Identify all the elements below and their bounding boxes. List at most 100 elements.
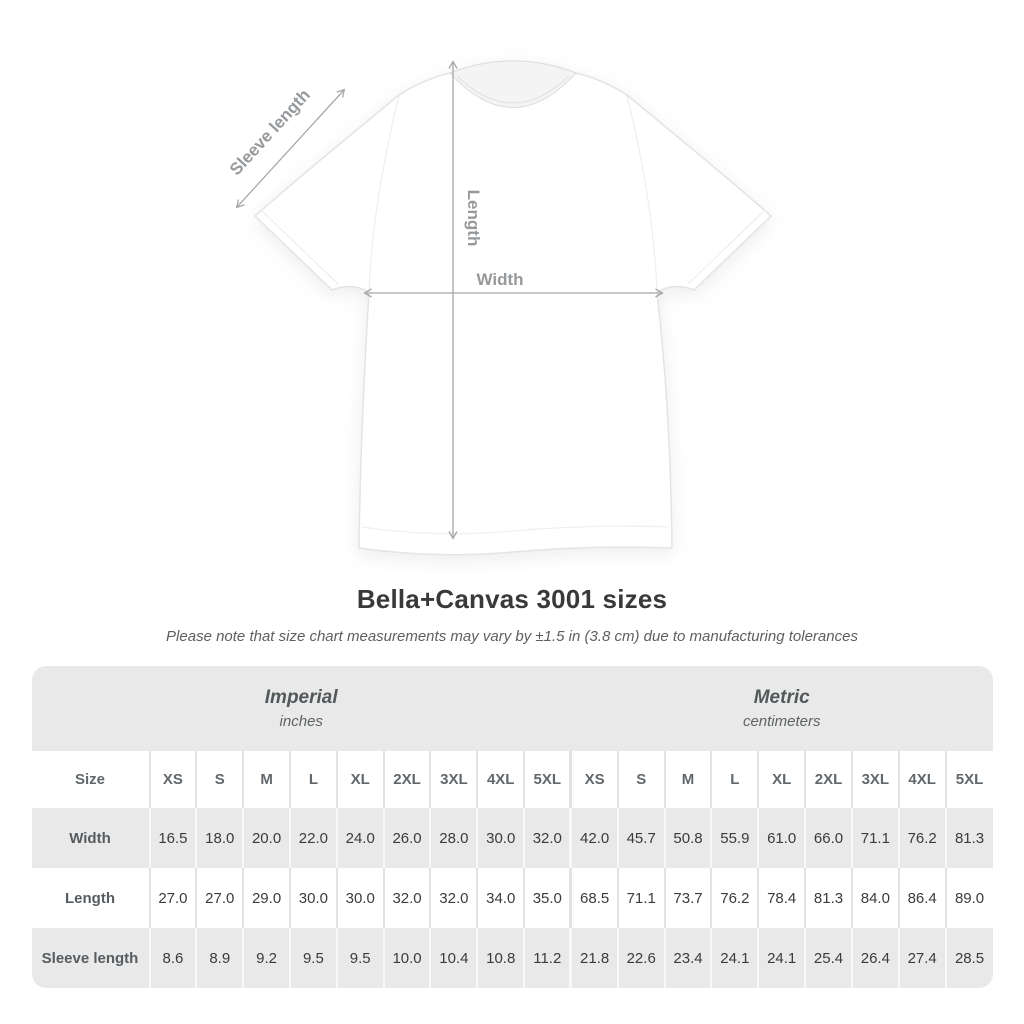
- tshirt-measurement-diagram: Width Length Sleeve length: [226, 60, 773, 556]
- table-cell: 30.0: [335, 868, 384, 928]
- size-column-header: 5XL: [944, 751, 993, 808]
- size-table: Imperial inches Metric centimeters Size …: [31, 666, 993, 988]
- table-cell: 26.0: [382, 808, 431, 868]
- table-cell: 11.2: [523, 928, 571, 988]
- right-cuff-stitch: [687, 209, 766, 285]
- page-title: Bella+Canvas 3001 sizes: [356, 584, 668, 614]
- table-cell: 16.5: [148, 808, 197, 868]
- table-cell: 9.5: [288, 928, 337, 988]
- width-label: Width: [476, 270, 523, 289]
- size-column-header: 5XL: [523, 751, 571, 808]
- table-cell: 28.0: [429, 808, 478, 868]
- table-cell: 89.0: [944, 868, 993, 928]
- measurement-row-label: Sleeve length: [41, 949, 139, 967]
- sleeve-length-arrow: [235, 88, 346, 209]
- table-cell: 45.7: [616, 808, 665, 868]
- table-cell: 55.9: [710, 808, 759, 868]
- table-cell: 10.8: [476, 928, 525, 988]
- table-cell: 76.2: [710, 868, 759, 928]
- collar-seam: [456, 75, 570, 104]
- table-cell: 61.0: [757, 808, 806, 868]
- table-cell: 8.6: [148, 928, 197, 988]
- size-table-body: Width 16.5 18.0 20.0 22.0 24.0 26.0 28.0 30.0 32.…: [31, 808, 993, 988]
- table-cell: 71.1: [850, 808, 899, 868]
- table-cell: 29.0: [242, 868, 290, 928]
- size-header-row: Size XS S M L XL 2XL 3XL 4XL 5XL XS S M L XL 2XL 3XL 4XL…: [31, 751, 993, 808]
- unit-group-row: Imperial inches Metric centimeters: [31, 666, 993, 751]
- table-cell: 73.7: [663, 868, 712, 928]
- size-column-header: L: [288, 751, 337, 808]
- table-cell: 42.0: [569, 808, 618, 868]
- tshirt-graphic: [253, 60, 773, 556]
- metric-unit-label: centimeters: [742, 713, 821, 730]
- table-cell: 23.4: [663, 928, 712, 988]
- table-cell: 34.0: [476, 868, 525, 928]
- table-cell: 10.4: [429, 928, 478, 988]
- table-row: Length 27.0 27.0 29.0 30.0 30.0 32.0 32.0 34.0 35…: [31, 868, 993, 928]
- table-cell: 20.0: [242, 808, 290, 868]
- imperial-unit-label: inches: [279, 713, 323, 730]
- table-cell: 8.9: [195, 928, 244, 988]
- table-cell: 9.5: [335, 928, 384, 988]
- left-armhole-seam: [368, 95, 400, 291]
- right-armhole-seam: [626, 95, 658, 291]
- table-cell: 76.2: [897, 808, 946, 868]
- size-column-header: M: [242, 751, 290, 808]
- table-cell: 32.0: [382, 868, 431, 928]
- imperial-group-header: Imperial inches: [32, 666, 571, 751]
- size-corner-header: Size: [74, 771, 105, 788]
- table-cell: 18.0: [195, 808, 244, 868]
- metric-group-header: Metric centimeters: [571, 666, 993, 751]
- tolerance-note: Please note that size chart measurements…: [166, 628, 858, 645]
- neck-opening: [449, 60, 577, 108]
- table-cell: 26.4: [850, 928, 899, 988]
- size-column-header: XS: [569, 751, 618, 808]
- table-row: Width 16.5 18.0 20.0 22.0 24.0 26.0 28.0 30.0 32.…: [31, 808, 993, 868]
- table-cell: 32.0: [523, 808, 571, 868]
- table-cell: 25.4: [804, 928, 852, 988]
- table-cell: 50.8: [663, 808, 712, 868]
- hem-stitch: [361, 525, 670, 535]
- table-cell: 24.1: [710, 928, 759, 988]
- table-row: Sleeve length 8.6 8.9 9.2 9.5 9.5 10.0 10.4 10.8…: [31, 928, 993, 988]
- tshirt-outline: [253, 60, 773, 556]
- table-cell: 24.0: [335, 808, 384, 868]
- table-cell: 66.0: [804, 808, 852, 868]
- table-cell: 68.5: [569, 868, 618, 928]
- size-column-header: S: [195, 751, 244, 808]
- table-cell: 71.1: [616, 868, 665, 928]
- size-column-header: XS: [148, 751, 197, 808]
- size-chart-table: Imperial inches Metric centimeters Size …: [31, 666, 993, 988]
- table-cell: 27.0: [148, 868, 197, 928]
- size-column-header: M: [663, 751, 712, 808]
- measurement-row-label: Length: [65, 889, 115, 907]
- size-column-header: 2XL: [382, 751, 431, 808]
- size-column-header: L: [710, 751, 759, 808]
- table-cell: 32.0: [429, 868, 478, 928]
- metric-label: Metric: [753, 687, 810, 708]
- table-cell: 10.0: [382, 928, 431, 988]
- size-column-header: S: [616, 751, 665, 808]
- table-cell: 86.4: [897, 868, 946, 928]
- table-cell: 24.1: [757, 928, 806, 988]
- sleeve-length-label: Sleeve length: [226, 85, 314, 179]
- size-column-header: 4XL: [897, 751, 946, 808]
- size-column-header: XL: [757, 751, 806, 808]
- table-cell: 81.3: [944, 808, 993, 868]
- measurement-row-label: Width: [69, 829, 111, 847]
- table-cell: 81.3: [804, 868, 852, 928]
- table-cell: 84.0: [850, 868, 899, 928]
- table-cell: 22.0: [288, 808, 337, 868]
- size-column-header: 3XL: [850, 751, 899, 808]
- table-cell: 35.0: [523, 868, 571, 928]
- size-column-header: XL: [335, 751, 384, 808]
- imperial-label: Imperial: [264, 687, 338, 708]
- tshirt-diagram-svg: Width Length Sleeve length: [226, 60, 773, 556]
- left-cuff-stitch: [260, 209, 339, 285]
- table-cell: 22.6: [616, 928, 665, 988]
- table-cell: 30.0: [288, 868, 337, 928]
- table-cell: 30.0: [476, 808, 525, 868]
- table-cell: 27.0: [195, 868, 244, 928]
- table-cell: 9.2: [242, 928, 290, 988]
